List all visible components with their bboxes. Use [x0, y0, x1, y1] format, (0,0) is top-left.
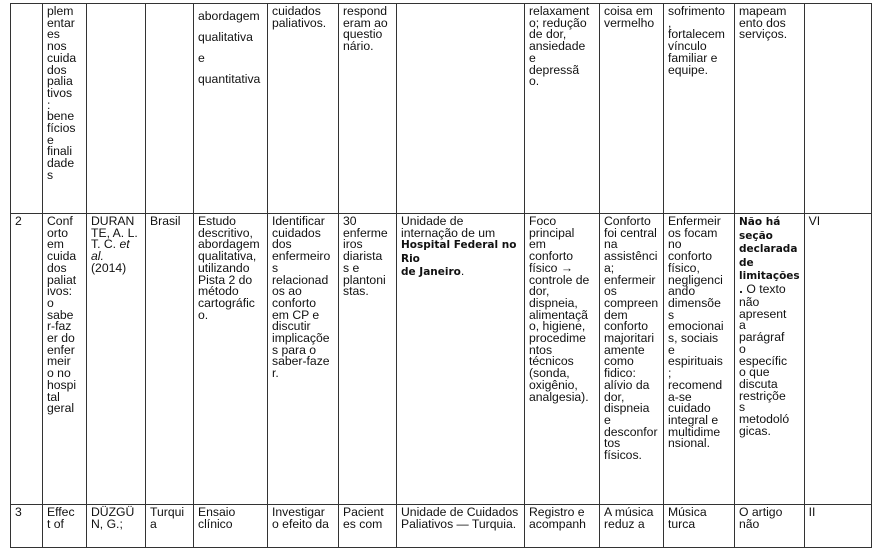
literature-review-table: plem entar es nos cuida dos palia tivos … — [10, 3, 872, 548]
cell-text-segment: et al. — [91, 237, 130, 264]
cell-title: plem entar es nos cuida dos palia tivos … — [42, 3, 87, 214]
cell-evidence-level — [803, 3, 872, 214]
cell-limitations: O artigo não — [734, 504, 805, 548]
cell-text-segment: . — [460, 264, 465, 279]
cell-authors: DÜZGÜ N, G.; — [86, 504, 146, 548]
cell-setting: Unidade de Cuidados Paliativos — Turquia… — [396, 504, 525, 548]
cell-conclusion: Enfermeir os focam no conforto físico, n… — [663, 213, 735, 505]
cell-method: Estudo descritivo, abordagem qualitativa… — [193, 213, 268, 505]
cell-objective: Investigar o efeito da — [267, 504, 339, 548]
cell-conclusion: sofrimento , fortalecem vínculo familiar… — [663, 3, 735, 214]
cell-authors: DURAN TE, A. L. T. C. et al. (2014) — [86, 213, 146, 505]
cell-objective: cuidados paliativos. — [267, 3, 339, 214]
cell-evidence-level: VI — [803, 213, 872, 505]
cell-text-segment: Hospital Federal no Rio de Janeiro — [401, 239, 517, 279]
cell-text-segment: Não há seção declarada de limitações . — [739, 216, 800, 296]
cell-setting — [396, 3, 525, 214]
cell-text-segment: O texto não apresent a parágraf o especí… — [739, 281, 790, 438]
cell-intervention: Foco principal em conforto físico → cont… — [524, 213, 600, 505]
cell-conclusion: Música turca — [663, 504, 735, 548]
cell-country — [145, 3, 194, 214]
cell-text-segment: Unidade de internação de um — [401, 214, 496, 240]
table-row: 2 Conf orto em cuida dos paliat ivos: o s… — [10, 213, 872, 505]
cell-sample: 30 enferme iros diarista s e plantoni st… — [338, 213, 397, 505]
cell-title: Conf orto em cuida dos paliat ivos: o sa… — [42, 213, 87, 505]
cell-method: Ensaio clínico — [193, 504, 268, 548]
cell-authors — [86, 3, 146, 214]
cell-results: coisa em vermelho — [599, 3, 664, 214]
cell-country: Brasil — [145, 213, 194, 505]
cell-number: 2 — [10, 213, 43, 505]
cell-intervention: Registro e acompanh — [524, 504, 600, 548]
cell-limitations: mapeam ento dos serviços. — [734, 3, 805, 214]
cell-intervention: relaxament o; redução de dor, ansiedade … — [524, 3, 600, 214]
cell-method: abordagem qualitativa e quantitativa — [193, 3, 268, 214]
cell-number: 3 — [10, 504, 43, 548]
cell-evidence-level: II — [803, 504, 872, 548]
cell-setting: Unidade de internação de um Hospital Fed… — [396, 213, 525, 505]
cell-sample: Pacient es com — [338, 504, 397, 548]
cell-text-segment: DURAN TE, A. L. T. C. — [91, 214, 138, 252]
cell-text-segment: (2014) — [91, 260, 127, 275]
document-page: plem entar es nos cuida dos palia tivos … — [10, 3, 872, 548]
cell-results: Conforto foi central na assistênci a; en… — [599, 213, 664, 505]
cell-title: Effec t of — [42, 504, 87, 548]
cell-limitations: Não há seção declarada de limitações . O… — [734, 213, 805, 505]
cell-results: A música reduz a — [599, 504, 664, 548]
cell-sample: respond eram ao questio nário. — [338, 3, 397, 214]
cell-country: Turqui a — [145, 504, 194, 548]
table-row: 3 Effec t of DÜZGÜ N, G.; Turqui a Ensaio cl… — [10, 504, 872, 548]
cell-number — [10, 3, 43, 214]
table-row: plem entar es nos cuida dos palia tivos … — [10, 3, 872, 214]
cell-objective: Identificar cuidados dos enfermeiro s re… — [267, 213, 339, 505]
